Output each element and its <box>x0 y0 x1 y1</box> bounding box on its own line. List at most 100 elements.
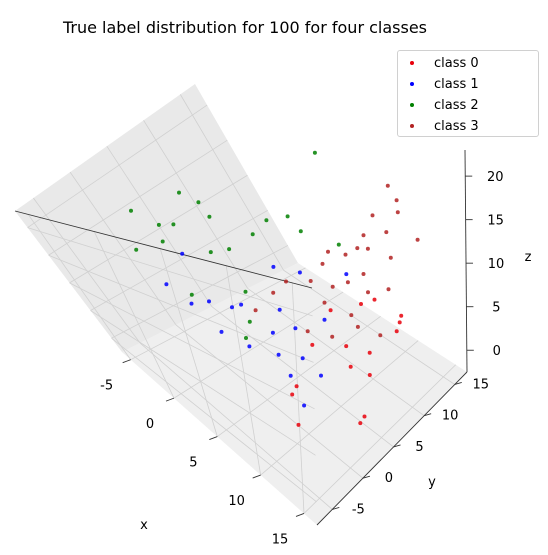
point-class-3 <box>361 233 366 238</box>
point-class-3 <box>330 334 335 339</box>
x-grid-line <box>130 267 306 361</box>
point-class-3 <box>343 252 348 257</box>
legend-marker-class-1 <box>410 82 414 86</box>
y-tick-mark <box>424 413 432 417</box>
point-class-2 <box>171 222 176 227</box>
legend-item-class-0: class 0 <box>410 53 479 73</box>
x-grid-line <box>93 231 175 399</box>
chart-title: True label distribution for 100 for four… <box>62 18 428 37</box>
point-class-0 <box>362 414 367 419</box>
point-class-1 <box>297 270 302 275</box>
point-class-1 <box>319 373 323 378</box>
y-tick-label: -5 <box>352 502 365 517</box>
y-grid-line <box>143 120 249 289</box>
point-class-2 <box>134 247 139 252</box>
point-class-0 <box>359 302 363 306</box>
point-class-2 <box>208 250 213 255</box>
legend-label-class-0: class 0 <box>434 55 479 71</box>
point-class-2 <box>196 200 201 205</box>
legend-label-class-3: class 3 <box>434 118 479 134</box>
x-grid-line <box>260 340 419 476</box>
point-class-3 <box>326 249 330 254</box>
point-class-0 <box>328 308 333 313</box>
point-class-2 <box>243 289 248 294</box>
y-axis-line <box>316 371 468 526</box>
point-class-2 <box>207 214 212 219</box>
point-class-2 <box>244 336 248 340</box>
y-tick-label: 15 <box>472 377 489 392</box>
legend-marker-class-2 <box>410 103 414 107</box>
point-class-1 <box>288 373 293 378</box>
point-class-2 <box>336 242 341 247</box>
point-class-3 <box>284 279 288 284</box>
point-class-0 <box>348 364 353 369</box>
point-class-3 <box>355 246 360 251</box>
point-class-0 <box>290 392 295 397</box>
point-class-0 <box>344 344 349 349</box>
point-class-1 <box>180 251 185 256</box>
x-grid-line <box>217 315 381 437</box>
point-class-1 <box>344 272 349 277</box>
z-tick-label: 20 <box>487 170 504 185</box>
point-class-2 <box>247 319 252 324</box>
x-grid-line <box>225 265 262 476</box>
point-class-3 <box>384 230 389 235</box>
y-tick-mark <box>332 506 340 510</box>
y-tick-mark <box>454 382 462 385</box>
z-grid-line <box>90 310 316 456</box>
y-grid-line <box>247 288 425 417</box>
x-tick-mark <box>252 474 261 479</box>
point-class-3 <box>253 308 258 313</box>
point-class-2 <box>264 218 269 223</box>
point-class-0 <box>296 422 301 427</box>
x-tick-label: 0 <box>146 417 154 432</box>
legend-marker-class-0 <box>410 61 414 65</box>
z-grid-line <box>48 254 314 363</box>
y-axis-label: y <box>428 475 436 490</box>
point-class-1 <box>189 301 194 306</box>
point-class-2 <box>156 222 161 227</box>
z-grid-line <box>27 104 208 228</box>
point-class-2 <box>298 229 303 234</box>
z-grid-line <box>111 245 289 339</box>
point-class-3 <box>330 284 335 289</box>
x-grid-line <box>27 214 131 360</box>
yz-pane <box>15 84 298 352</box>
legend-marker-class-3 <box>410 124 414 128</box>
point-class-3 <box>355 324 360 329</box>
point-class-0 <box>372 297 377 302</box>
z-grid-line <box>69 282 315 410</box>
z-tick-label: 10 <box>488 257 505 272</box>
point-class-1 <box>277 307 282 312</box>
y-grid-line <box>175 324 364 479</box>
point-class-0 <box>358 421 363 426</box>
y-tick-label: 5 <box>415 440 423 455</box>
point-class-1 <box>300 356 305 361</box>
x-tick-label: 15 <box>272 532 289 547</box>
point-class-1 <box>302 403 307 408</box>
y-grid-line <box>211 306 394 448</box>
point-class-3 <box>305 329 310 334</box>
point-class-2 <box>312 150 317 155</box>
x-tick-mark <box>209 436 218 440</box>
legend-item-class-2: class 2 <box>410 95 479 115</box>
point-class-3 <box>388 255 393 260</box>
point-class-1 <box>270 330 275 335</box>
point-class-3 <box>394 198 399 203</box>
point-class-0 <box>310 342 315 347</box>
legend-label-class-1: class 1 <box>434 76 479 92</box>
point-class-0 <box>397 320 402 325</box>
x-grid-line <box>303 364 457 514</box>
z-axis-line <box>464 149 468 373</box>
legend-item-class-1: class 1 <box>410 74 479 94</box>
x-tick-label: -5 <box>100 379 113 394</box>
x-tick-mark <box>122 359 131 364</box>
z-grid-line <box>27 227 313 317</box>
legend: class 0 class 1 class 2 class 3 <box>397 50 539 137</box>
legend-label-class-2: class 2 <box>434 97 479 113</box>
point-class-1 <box>293 326 298 331</box>
point-class-0 <box>399 313 404 318</box>
point-class-3 <box>361 272 366 276</box>
z-tick-label: 5 <box>492 301 500 316</box>
point-class-3 <box>349 313 354 318</box>
